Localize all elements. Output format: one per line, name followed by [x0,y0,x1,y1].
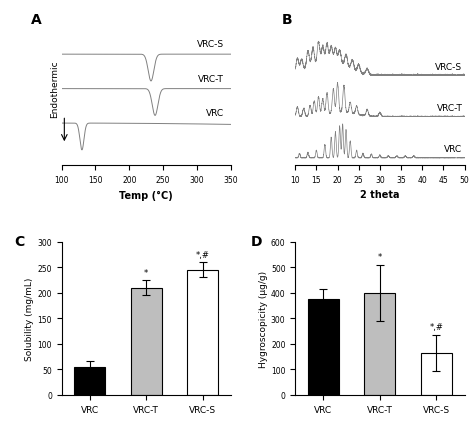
Y-axis label: Endothermic: Endothermic [50,61,59,118]
Bar [308,299,339,395]
Text: *: * [378,252,382,261]
Text: A: A [31,13,42,27]
Text: *,#: *,# [429,322,443,331]
Text: C: C [14,234,25,249]
Bar [365,293,395,395]
Text: *,#: *,# [196,250,210,260]
Bar [187,270,218,395]
Text: B: B [282,13,292,27]
Bar [74,367,105,395]
X-axis label: 2 theta: 2 theta [360,190,400,200]
Bar [131,288,162,395]
Y-axis label: Solubility (mg/mL): Solubility (mg/mL) [26,277,35,360]
Text: VRC-S: VRC-S [435,62,463,72]
X-axis label: Temp (°C): Temp (°C) [119,190,173,200]
Text: VRC-S: VRC-S [197,40,224,49]
Text: D: D [251,234,263,249]
Text: VRC-T: VRC-T [198,75,224,83]
Text: VRC: VRC [444,145,463,154]
Y-axis label: Hygroscopicity (μg/g): Hygroscopicity (μg/g) [259,270,268,367]
Text: VRC-T: VRC-T [437,104,463,113]
Text: *: * [144,268,148,277]
Bar [421,353,452,395]
Text: VRC: VRC [206,109,224,118]
